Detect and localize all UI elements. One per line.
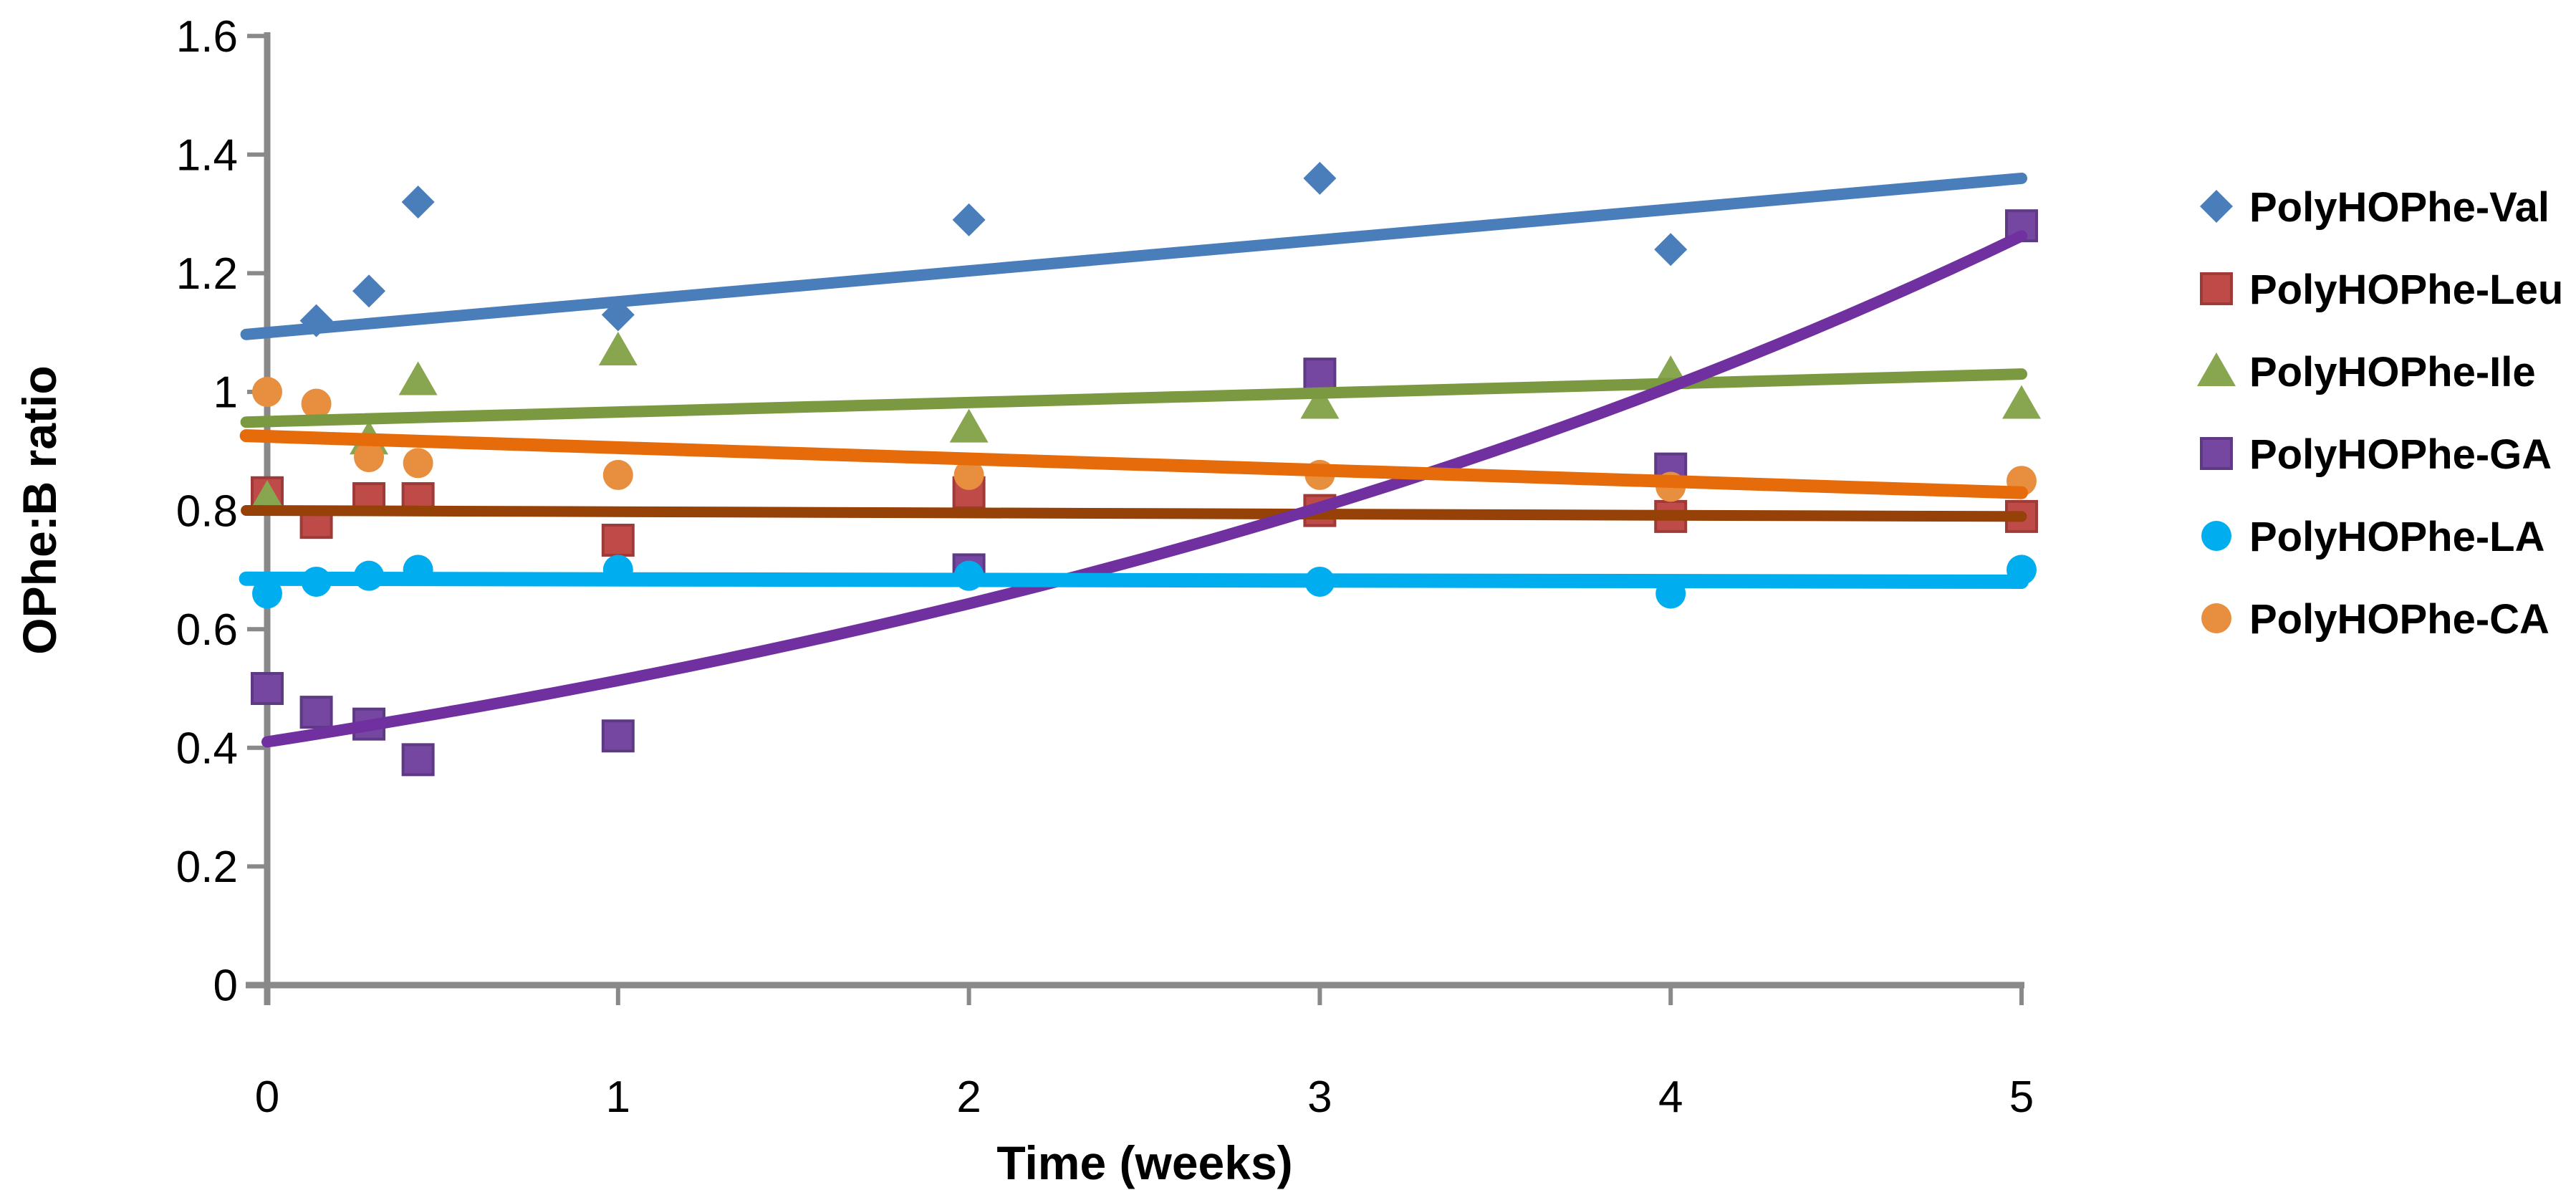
data-point [352, 274, 386, 308]
triangle-icon [2197, 352, 2236, 386]
legend-label: PolyHOPhe-Val [2249, 184, 2549, 231]
circle-icon [2201, 603, 2231, 633]
legend-label: PolyHOPhe-Ile [2249, 349, 2536, 395]
data-point [598, 332, 638, 366]
data-point [299, 696, 333, 729]
diamond-icon [2200, 190, 2233, 223]
y-tick-label: 0.4 [176, 724, 238, 774]
x-tick-label: 0 [255, 1073, 279, 1122]
data-point [952, 203, 986, 236]
legend-label: PolyHOPhe-GA [2249, 431, 2552, 478]
data-point [301, 388, 332, 419]
trendline-polyhophe-ca [239, 429, 2028, 499]
y-axis-title: OPhe:B ratio [13, 365, 66, 654]
x-axis-title: Time (weeks) [996, 1136, 1292, 1189]
data-point [354, 442, 385, 473]
x-tick-label: 4 [1658, 1073, 1683, 1122]
legend: PolyHOPhe-Val PolyHOPhe-Leu PolyHOPhe-Ile P… [2197, 184, 2563, 643]
data-point [398, 361, 438, 395]
data-point [403, 448, 433, 479]
y-tick-label: 1.4 [176, 131, 238, 181]
data-point [601, 719, 635, 753]
trendline-polyhophe-leu [241, 505, 2027, 522]
data-point [601, 524, 635, 557]
legend-item-polyhophe-ca: PolyHOPhe-CA [2201, 596, 2549, 643]
trendline-polyhophe-la [239, 571, 2029, 589]
circle-icon [2201, 521, 2231, 551]
square-icon [2200, 272, 2233, 305]
legend-label: PolyHOPhe-LA [2249, 514, 2545, 560]
y-tick-label: 1.6 [176, 12, 238, 62]
y-tick-label: 1 [213, 368, 238, 418]
y-tick-label: 0 [213, 961, 238, 1011]
data-point [602, 459, 633, 490]
data-point [953, 459, 984, 490]
legend-label: PolyHOPhe-Leu [2249, 267, 2563, 313]
legend-label: PolyHOPhe-CA [2249, 596, 2549, 643]
trendline-polyhophe-val [240, 172, 2027, 340]
x-tick-label: 1 [606, 1073, 630, 1122]
data-point [1300, 385, 1340, 419]
y-tick-label: 0.8 [176, 486, 238, 536]
legend-item-polyhophe-ga: PolyHOPhe-GA [2200, 431, 2552, 478]
data-point [2002, 385, 2041, 419]
x-tick-label: 3 [1307, 1073, 1332, 1122]
data-point [401, 186, 435, 219]
legend-item-polyhophe-val: PolyHOPhe-Val [2200, 184, 2549, 231]
data-point [251, 672, 284, 705]
y-tick-label: 0.2 [176, 843, 238, 892]
trendline-polyhophe-ga [261, 230, 2027, 748]
data-point [401, 743, 435, 777]
trendlines [239, 172, 2029, 748]
data-point [1654, 233, 1688, 267]
data-point [252, 377, 282, 407]
legend-item-polyhophe-leu: PolyHOPhe-Leu [2200, 267, 2563, 313]
y-tick-label: 0.6 [176, 605, 238, 655]
data-point [1303, 358, 1337, 391]
legend-item-polyhophe-ile: PolyHOPhe-Ile [2197, 349, 2536, 395]
x-tick-label: 5 [2009, 1073, 2034, 1122]
square-icon [2200, 437, 2233, 470]
x-tick-label: 2 [956, 1073, 981, 1122]
y-tick-label: 1.2 [176, 249, 238, 299]
legend-item-polyhophe-la: PolyHOPhe-LA [2201, 514, 2545, 560]
data-point [252, 578, 282, 609]
data-point [1303, 161, 1337, 195]
trendline-polyhophe-ile [240, 368, 2027, 428]
data-point [949, 408, 989, 443]
